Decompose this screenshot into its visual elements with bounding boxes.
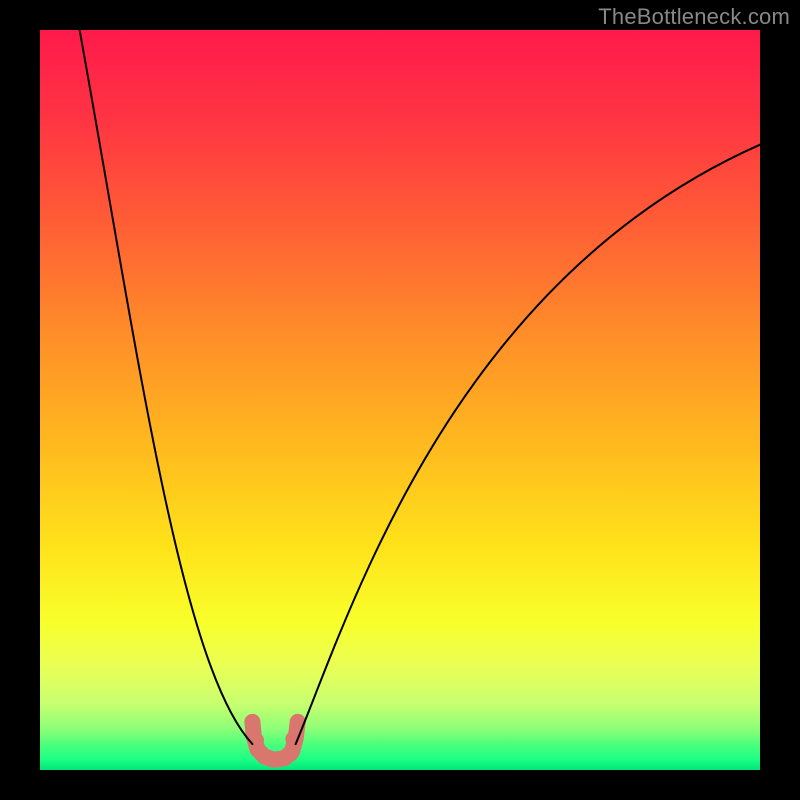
bottleneck-curve-chart xyxy=(0,0,800,800)
chart-canvas: TheBottleneck.com xyxy=(0,0,800,800)
watermark-text: TheBottleneck.com xyxy=(598,4,790,30)
plot-background xyxy=(40,30,760,770)
